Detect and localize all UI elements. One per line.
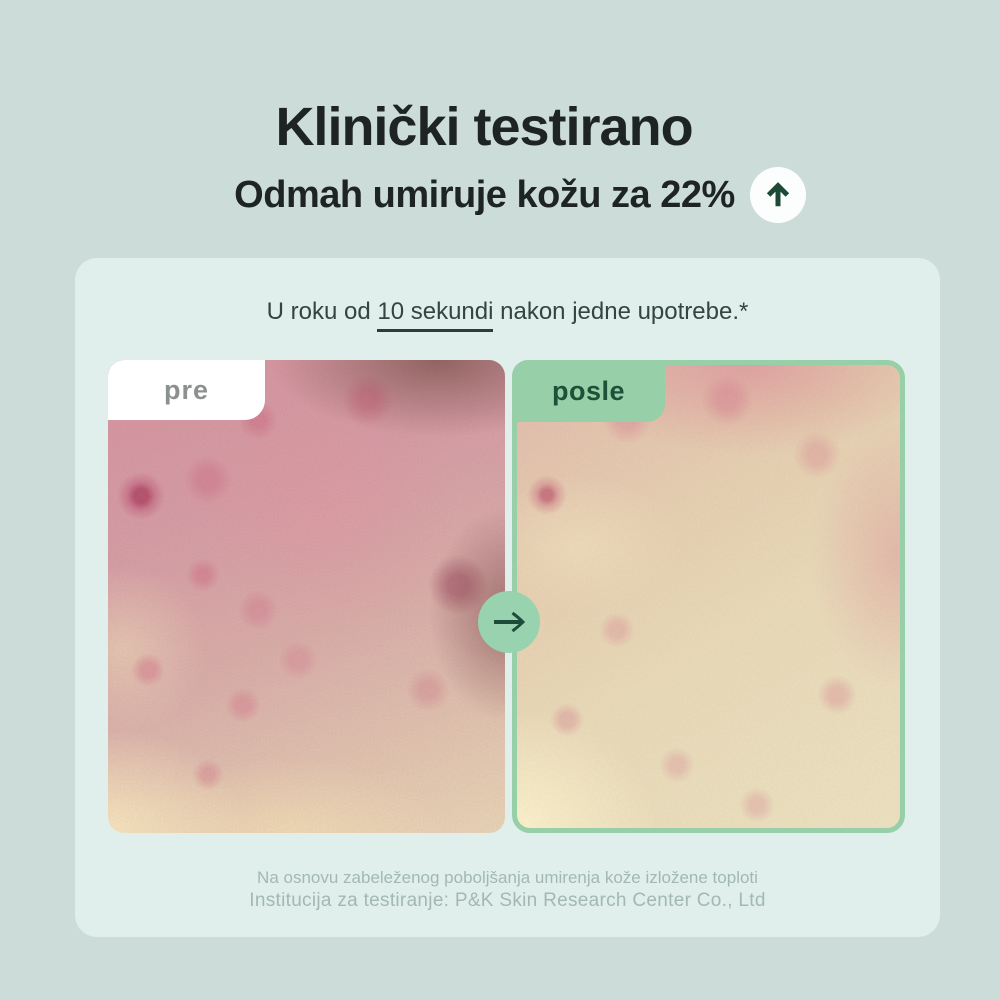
- claim-underlined-duration: 10 sekundi: [377, 298, 494, 332]
- before-skin-photo: pre: [108, 360, 505, 833]
- footnote-basis: Na osnovu zabeleženog poboljšanja umiren…: [257, 868, 758, 887]
- claim-text: U roku od 10 sekundi nakon jedne upotreb…: [75, 298, 940, 332]
- page-title: Klinički testirano: [275, 97, 693, 157]
- after-skin-photo: posle: [512, 360, 905, 833]
- subtitle-text: Odmah umiruje kožu za 22%: [234, 173, 735, 216]
- before-after-comparison: pre posle: [108, 360, 907, 833]
- results-card: U roku od 10 sekundi nakon jedne upotreb…: [75, 258, 940, 937]
- arrow-up-icon: [749, 167, 806, 223]
- claim-suffix: nakon jedne upotrebe.*: [493, 298, 749, 325]
- subtitle-row: Odmah umiruje kožu za 22%: [20, 164, 1000, 226]
- skin-texture-overlay: [108, 360, 505, 833]
- arrow-right-icon: [478, 591, 540, 653]
- after-skin-surface: [517, 365, 900, 828]
- skin-texture-overlay: [517, 365, 900, 828]
- claim-prefix: U roku od: [266, 298, 378, 325]
- before-label-text: pre: [163, 374, 210, 405]
- after-label-text: posle: [551, 375, 626, 406]
- before-label: pre: [108, 360, 265, 420]
- after-label: posle: [512, 360, 665, 422]
- footnote-institution: Institucija za testiranje: P&K Skin Rese…: [249, 890, 766, 911]
